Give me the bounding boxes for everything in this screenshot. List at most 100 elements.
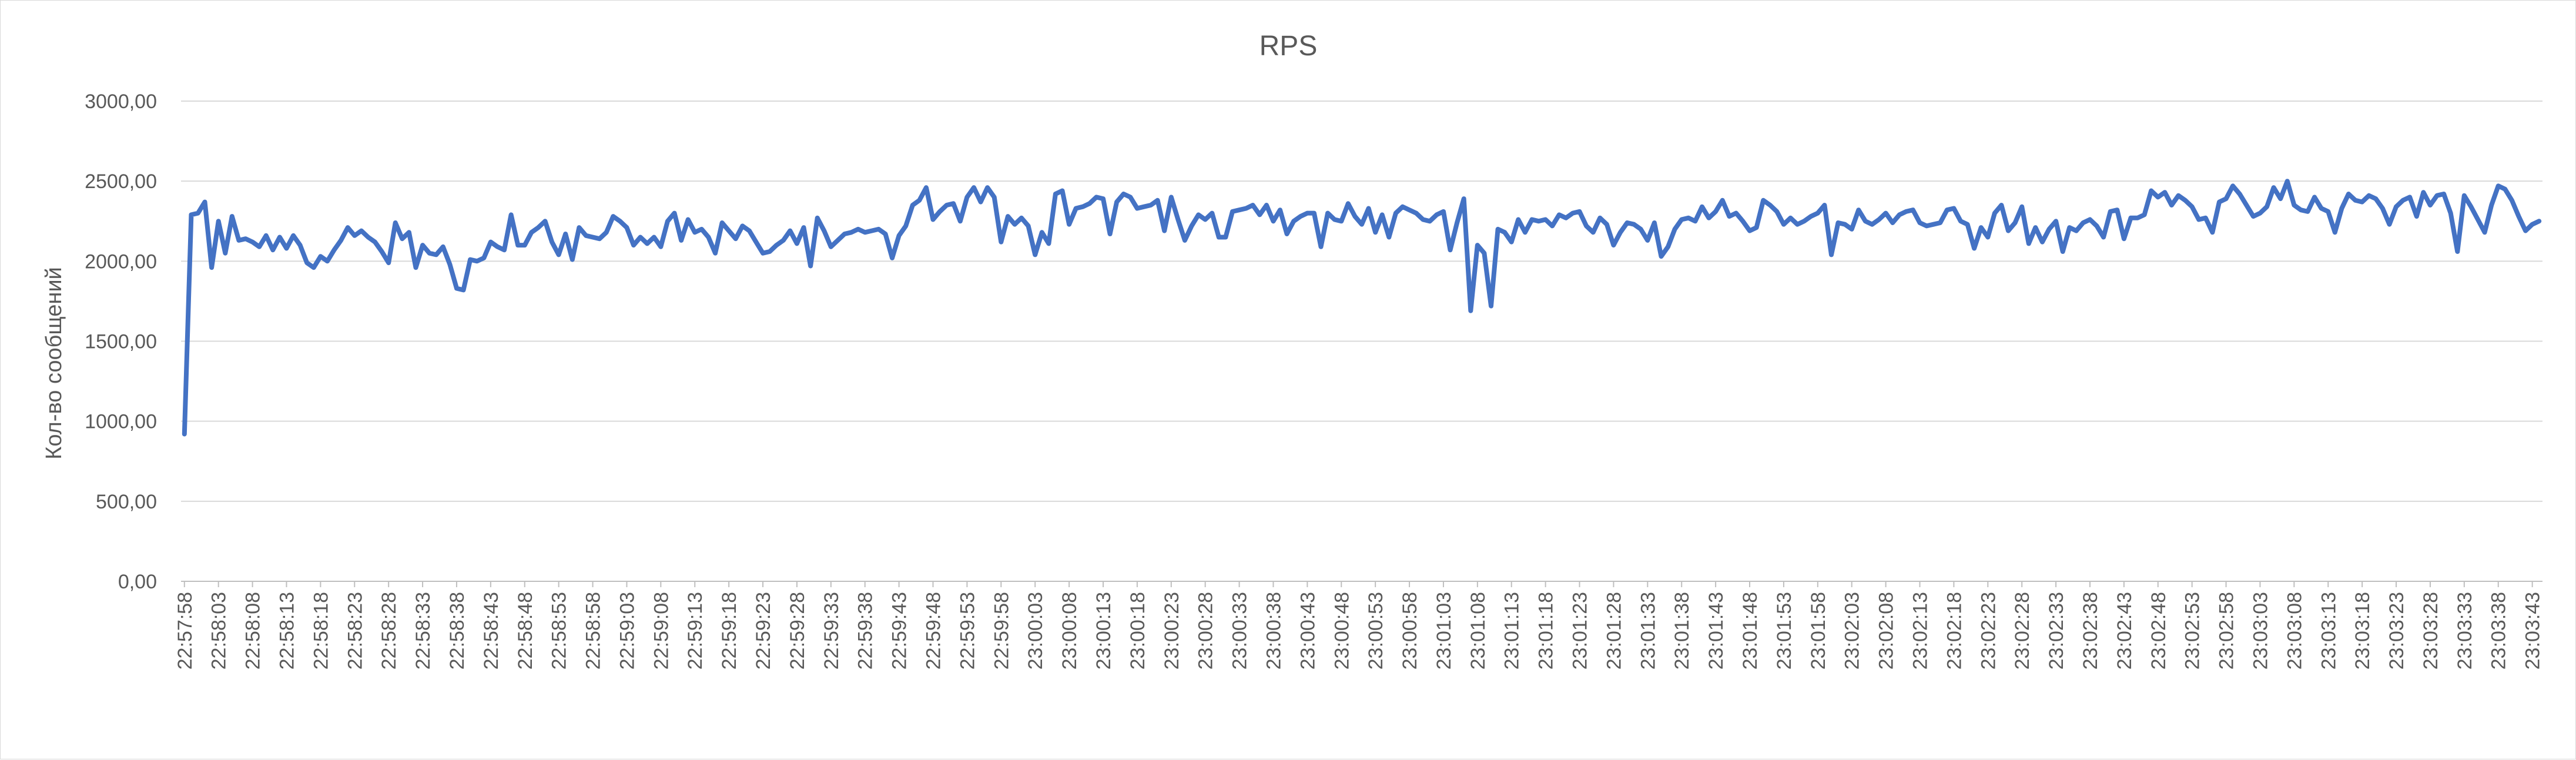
data-point: [373, 240, 377, 244]
x-tick-label: 23:00:03: [1024, 592, 1047, 669]
data-point: [2177, 194, 2180, 197]
x-tick-label: 23:00:08: [1058, 592, 1081, 669]
y-tick-label: 3000,00: [85, 91, 157, 113]
data-point: [1428, 219, 1432, 223]
data-point: [993, 195, 996, 199]
data-point: [2531, 223, 2534, 226]
data-point: [1979, 226, 1983, 229]
data-point: [1088, 202, 1091, 205]
data-point: [1761, 199, 1765, 202]
x-tick-label: 22:59:03: [616, 592, 638, 669]
data-point: [2401, 199, 2405, 202]
data-point: [1401, 205, 1405, 209]
data-point: [768, 250, 772, 253]
data-point: [2367, 194, 2371, 197]
data-point: [897, 234, 901, 237]
data-point: [652, 236, 656, 239]
data-point: [428, 252, 431, 255]
data-point: [1408, 208, 1411, 212]
data-point: [1367, 207, 1371, 210]
y-tick-label: 1000,00: [85, 411, 157, 433]
data-point: [523, 243, 527, 247]
x-tick-label: 23:02:43: [2113, 592, 2136, 669]
data-point: [1789, 216, 1793, 220]
x-tick-label: 23:01:23: [1569, 592, 1592, 669]
x-tick-label: 23:00:58: [1399, 592, 1421, 669]
data-point: [2061, 250, 2065, 253]
x-tick-label: 23:02:58: [2216, 592, 2238, 669]
data-point: [1612, 243, 1615, 247]
x-tick-label: 23:02:38: [2079, 592, 2102, 669]
x-tick-label: 23:00:13: [1093, 592, 1115, 669]
data-point: [2347, 192, 2350, 196]
data-point: [1626, 221, 1629, 225]
x-tick-label: 23:01:53: [1773, 592, 1796, 669]
x-tick-label: 23:03:18: [2351, 592, 2374, 669]
x-tick-label: 22:58:48: [514, 592, 537, 669]
data-point: [1108, 232, 1112, 236]
data-point: [2469, 205, 2473, 209]
data-point: [2408, 195, 2411, 199]
data-point: [1122, 192, 1125, 196]
x-tick-label: 23:02:48: [2148, 592, 2170, 669]
data-point: [251, 240, 254, 244]
data-point: [856, 227, 860, 231]
x-tick-label: 22:58:28: [378, 592, 400, 669]
data-point: [1387, 236, 1391, 239]
data-point: [2020, 205, 2024, 209]
data-point: [2027, 242, 2031, 245]
data-point: [482, 256, 485, 260]
data-point: [387, 261, 390, 265]
data-point: [530, 230, 533, 234]
x-tick-label: 22:59:28: [786, 592, 809, 669]
data-point: [748, 229, 751, 233]
data-point: [1932, 223, 1935, 226]
data-point: [1061, 189, 1064, 193]
data-point: [1564, 216, 1567, 220]
data-point: [1870, 223, 1874, 226]
data-point: [319, 255, 322, 258]
data-point: [1244, 207, 1248, 210]
data-point: [2428, 203, 2432, 207]
data-point: [1094, 195, 1098, 199]
data-point: [1455, 221, 1459, 225]
data-point: [1598, 216, 1602, 220]
data-point: [673, 212, 676, 215]
data-point: [2483, 230, 2487, 234]
data-point: [1693, 219, 1697, 223]
data-point: [2306, 210, 2310, 213]
data-point: [917, 199, 921, 202]
data-point: [1523, 230, 1527, 234]
data-point: [1918, 221, 1922, 225]
data-point: [2136, 216, 2139, 220]
x-tick-label: 23:02:53: [2182, 592, 2204, 669]
data-point: [1837, 221, 1840, 225]
data-point: [2333, 230, 2337, 234]
data-point: [2041, 240, 2044, 244]
data-point: [2081, 221, 2085, 225]
data-point: [1660, 255, 1663, 258]
x-tick-label: 22:59:43: [889, 592, 911, 669]
data-point: [645, 242, 649, 245]
data-point: [2163, 190, 2166, 194]
data-point: [1143, 205, 1146, 209]
data-point: [1741, 219, 1744, 223]
data-point: [1700, 205, 1704, 209]
data-point: [1190, 224, 1194, 227]
data-point: [537, 226, 540, 229]
data-point: [1843, 223, 1847, 226]
data-point: [829, 245, 833, 249]
data-point: [788, 229, 792, 233]
data-point: [2524, 229, 2527, 233]
data-point: [1183, 239, 1187, 242]
data-point: [312, 266, 316, 269]
data-point: [1067, 223, 1071, 226]
data-point: [1353, 215, 1356, 218]
data-point: [843, 232, 846, 236]
data-point: [1782, 223, 1786, 226]
data-point: [2286, 179, 2289, 183]
x-tick-label: 22:59:38: [855, 592, 877, 669]
data-point: [1666, 245, 1670, 249]
data-point: [441, 245, 445, 249]
data-point: [2449, 212, 2453, 215]
